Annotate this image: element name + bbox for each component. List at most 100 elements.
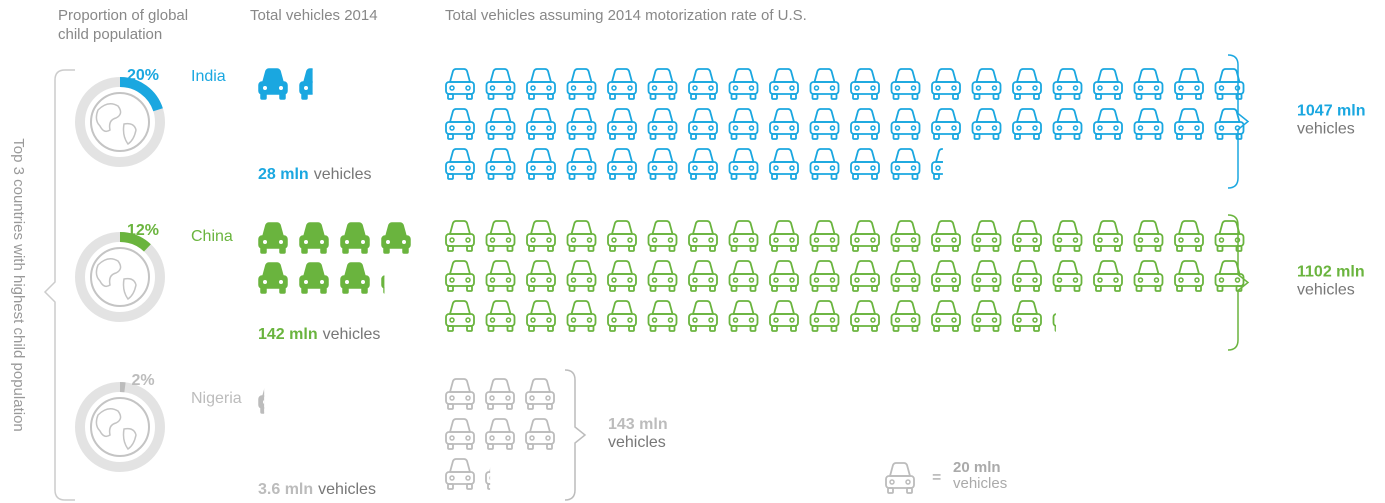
car-icon	[688, 220, 718, 252]
car-icon	[769, 148, 799, 180]
car-icon	[890, 148, 921, 180]
car-icon	[1012, 300, 1042, 332]
car-icon	[885, 462, 915, 494]
total-unit: vehicles	[1297, 282, 1355, 299]
car-icon	[445, 260, 475, 292]
car-icon	[299, 262, 329, 294]
car-icon	[566, 220, 597, 252]
car-icon	[688, 108, 718, 140]
car-icon	[1133, 220, 1164, 252]
car-icon	[525, 418, 555, 450]
car-icon	[647, 260, 678, 292]
car-icon	[931, 68, 961, 100]
car-icon	[728, 68, 759, 100]
total-label: 143 mln	[608, 416, 668, 433]
car-icon	[445, 148, 475, 180]
total-unit: vehicles	[1297, 121, 1355, 138]
continent	[95, 103, 137, 146]
car-icon	[445, 108, 475, 140]
car-icon	[890, 220, 921, 252]
side-label: Top 3 countries with highest child popul…	[10, 138, 27, 432]
car-icon	[809, 148, 840, 180]
car-icon	[890, 68, 921, 100]
car-icon	[931, 300, 961, 332]
total-label: 1047 mln	[1297, 103, 1365, 120]
car-icon	[1052, 313, 1056, 332]
car-icon	[566, 260, 597, 292]
bracket	[1227, 214, 1250, 351]
car-icon	[526, 68, 556, 100]
car-icon	[890, 260, 921, 292]
car-icon	[566, 108, 597, 140]
legend-value: 20 mln	[953, 459, 1001, 476]
car-icon	[688, 300, 718, 332]
car-icon	[647, 300, 678, 332]
car-icon	[850, 220, 880, 252]
car-icon	[728, 220, 759, 252]
car-icon	[485, 468, 491, 490]
car-icon	[728, 108, 759, 140]
legend-unit: vehicles	[953, 475, 1007, 492]
car-icon	[728, 300, 759, 332]
car-icon	[931, 108, 961, 140]
share-label: 2%	[131, 372, 154, 389]
car-icon	[526, 220, 556, 252]
car-icon	[809, 108, 840, 140]
car-icon	[607, 300, 637, 332]
car-icon	[769, 300, 799, 332]
legend-eq: =	[932, 469, 941, 486]
car-icon	[485, 300, 516, 332]
car-icon	[850, 148, 880, 180]
car-icon	[607, 260, 637, 292]
car-icon	[890, 108, 921, 140]
globe	[90, 397, 150, 457]
car-icon	[445, 300, 475, 332]
car-icon	[1012, 68, 1042, 100]
car-icon	[1052, 68, 1083, 100]
country-name: China	[191, 228, 233, 245]
total-label: 1102 mln	[1297, 264, 1365, 281]
car-icon	[566, 300, 597, 332]
car-icon	[1174, 260, 1204, 292]
share-arc	[75, 232, 165, 322]
vehicles-label: 28 mln vehicles	[258, 166, 372, 183]
car-icon	[485, 220, 516, 252]
car-icon	[688, 148, 718, 180]
car-icon	[809, 68, 840, 100]
car-icon	[445, 68, 475, 100]
car-icon	[1133, 260, 1164, 292]
car-icon	[258, 389, 265, 414]
car-icon	[971, 68, 1002, 100]
car-icon	[1133, 68, 1164, 100]
car-icon	[258, 222, 288, 254]
car-icon	[971, 108, 1002, 140]
car-icon	[931, 260, 961, 292]
car-icon	[1052, 260, 1083, 292]
car-icon	[445, 418, 475, 450]
bracket	[564, 369, 587, 501]
car-icon	[769, 220, 799, 252]
car-icon	[931, 220, 961, 252]
car-icon	[1093, 260, 1123, 292]
header: Total vehicles assuming 2014 motorizatio…	[445, 7, 807, 24]
car-icon	[850, 260, 880, 292]
car-icon	[381, 275, 385, 294]
car-icon	[850, 68, 880, 100]
globe	[90, 247, 150, 307]
car-icon	[485, 68, 516, 100]
car-icon	[647, 68, 678, 100]
car-icon	[1012, 108, 1042, 140]
car-icon	[1052, 108, 1083, 140]
car-icon	[769, 260, 799, 292]
car-icon	[485, 418, 515, 450]
car-icon	[769, 108, 799, 140]
car-icon	[525, 378, 555, 410]
car-icon	[485, 108, 516, 140]
car-icon	[485, 378, 515, 410]
car-icon	[1093, 68, 1123, 100]
car-icon	[809, 300, 840, 332]
car-icon	[566, 68, 597, 100]
car-icon	[647, 220, 678, 252]
